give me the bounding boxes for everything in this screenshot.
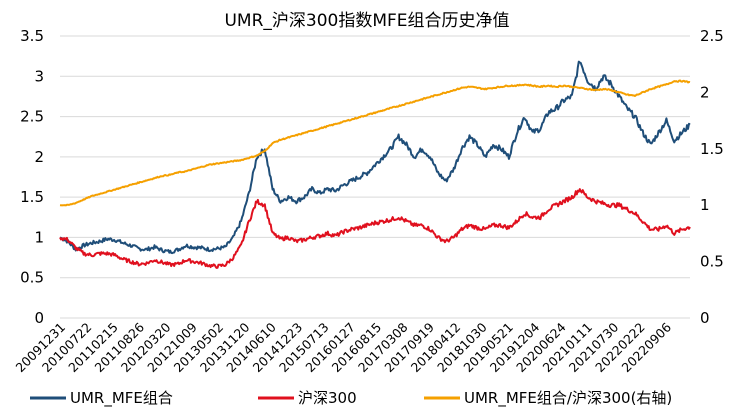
right-y-axis: 0 0.5 1 1.5 2 2.5 [700, 27, 724, 327]
left-tick-label: 3 [34, 67, 44, 85]
left-tick-label: 1 [34, 228, 44, 246]
legend-label: 沪深300 [298, 389, 357, 407]
right-tick-label: 1 [700, 196, 710, 214]
left-tick-label: 1.5 [20, 188, 44, 206]
series-line [59, 79, 691, 207]
right-tick-label: 0.5 [700, 253, 724, 271]
right-tick-label: 1.5 [700, 140, 724, 158]
series-line [59, 188, 691, 269]
left-tick-label: 3.5 [20, 27, 44, 45]
left-tick-label: 2.5 [20, 108, 44, 126]
legend-label: UMR_MFE组合/沪深300(右轴) [464, 389, 672, 408]
left-tick-label: 0.5 [20, 269, 44, 287]
left-y-axis: 0 0.5 1 1.5 2 2.5 3 3.5 [20, 27, 44, 327]
legend-label: UMR_MFE组合 [70, 389, 173, 408]
right-tick-label: 2 [700, 83, 710, 101]
legend: UMR_MFE组合 沪深300 UMR_MFE组合/沪深300(右轴) [30, 389, 672, 408]
chart-title: UMR_沪深300指数MFE组合历史净值 [224, 11, 509, 31]
right-tick-label: 0 [700, 309, 710, 327]
grid-lines [60, 35, 690, 319]
right-tick-label: 2.5 [700, 27, 724, 45]
series-lines [59, 60, 691, 269]
left-tick-label: 2 [34, 148, 44, 166]
x-axis: 2009123120100722201102152011082620120320… [13, 319, 675, 375]
series-line [59, 60, 691, 255]
left-tick-label: 0 [34, 309, 44, 327]
